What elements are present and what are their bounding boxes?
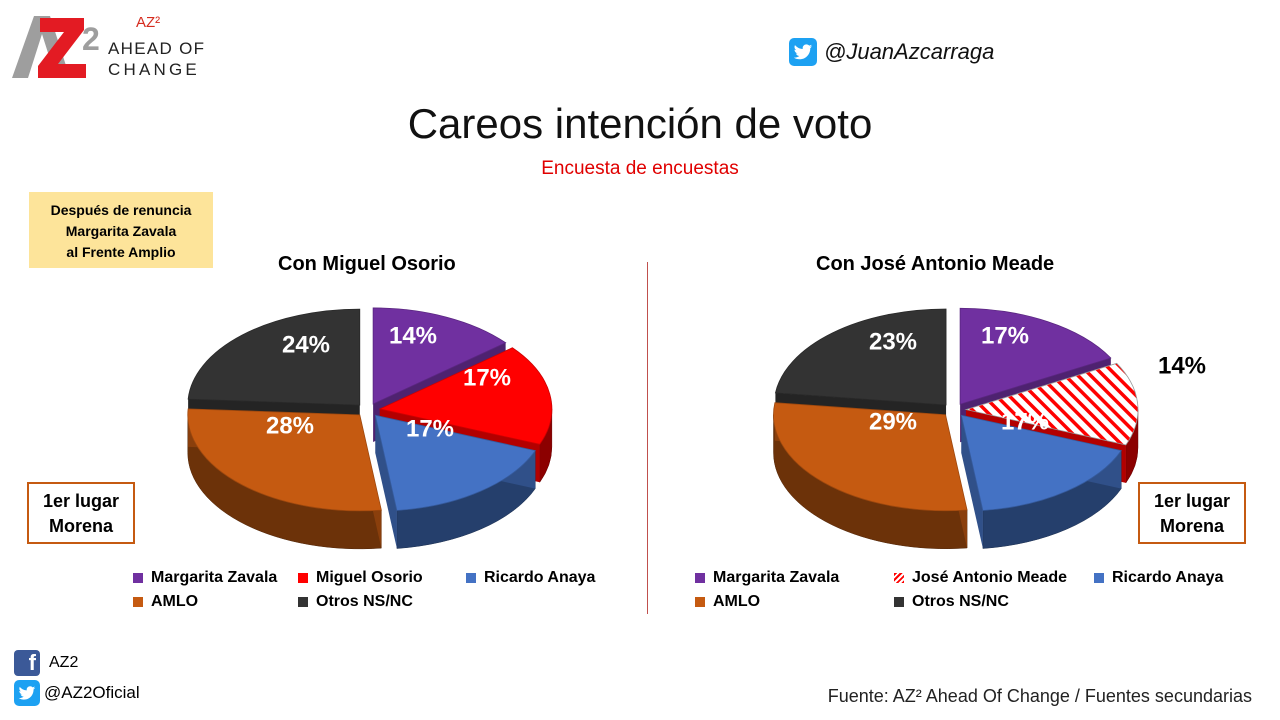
note-line: al Frente Amplio [66, 244, 176, 260]
legend-swatch [133, 573, 143, 583]
legend-label: AMLO [151, 593, 199, 610]
legend-swatch [298, 597, 308, 607]
pie-label-ricardo-anaya: 17% [406, 415, 454, 442]
chart-title-osorio: Con Miguel Osorio [278, 253, 456, 275]
pie-slice-margarita-zavala [959, 307, 1112, 405]
pie-slice-ricardo-anaya [374, 414, 536, 511]
note-line: Después de renuncia [50, 202, 192, 218]
pie-slice-jose-antonio-meade [964, 362, 1139, 446]
source-note: Fuente: AZ² Ahead Of Change / Fuentes se… [827, 686, 1252, 706]
legend-label: Otros NS/NC [912, 593, 1009, 610]
legend-item-ricardo-anaya: Ricardo Anaya [466, 569, 595, 587]
legend-swatch [466, 573, 476, 583]
legend-label: Ricardo Anaya [484, 569, 596, 586]
winner-line-2: Morena [1159, 516, 1224, 536]
az2-logo: 2 AZ² AHEAD OF CHANGE [12, 12, 212, 82]
facebook-icon: f [14, 650, 40, 676]
legend-label: Ricardo Anaya [1112, 569, 1224, 586]
pie-tops [773, 307, 1139, 512]
page-subtitle: Encuesta de encuestas [541, 158, 739, 179]
legend-label: Miguel Osorio [316, 569, 423, 586]
legend-item-margarita-zavala: Margarita Zavala [695, 569, 839, 587]
az2-logo-mark: 2 [12, 16, 100, 78]
logo-superscript: AZ² [136, 14, 161, 31]
pie-label-amlo: 29% [869, 408, 917, 435]
chart-divider [647, 262, 648, 614]
pie-slice-otros-ns-nc [187, 308, 361, 406]
pie-slice-wall [375, 415, 397, 549]
pie-chart-meade: 17% 14% 17% 29% 23% [773, 307, 1206, 549]
legend-item-otros-ns-nc: Otros NS/NC [298, 593, 413, 611]
pie-slice-wall [961, 415, 983, 549]
pie-slice-amlo [187, 408, 382, 512]
facebook-link[interactable]: f AZ2 [14, 650, 78, 676]
legend-item-jose-antonio-meade: José Antonio Meade [894, 569, 1067, 587]
page-title: Careos intención de voto [407, 100, 873, 147]
pie-slice-amlo [773, 402, 968, 512]
legend-label: Margarita Zavala [713, 569, 840, 586]
pie-tops [187, 307, 553, 512]
legend-label: José Antonio Meade [912, 569, 1067, 586]
pie-label-miguel-osorio: 17% [463, 364, 511, 391]
legend-swatch [695, 597, 705, 607]
winner-box-left: 1er lugar Morena [27, 482, 135, 544]
pie-label-jose-antonio-meade: 14% [1158, 352, 1206, 379]
logo-line-2: CHANGE [108, 60, 200, 79]
twitter-icon [789, 38, 817, 66]
pie-chart-osorio: 14% 17% 17% 28% 24% [187, 307, 553, 550]
twitter-handle-text: @JuanAzcarraga [824, 39, 995, 64]
twitter-link-bottom[interactable]: @AZ2Oficial [14, 680, 140, 706]
winner-line-1: 1er lugar [42, 491, 120, 511]
pie-label-otros-ns-nc: 24% [282, 331, 330, 358]
pie-label-otros-ns-nc: 23% [869, 328, 917, 355]
pie-slice-margarita-zavala [372, 307, 507, 405]
legend-item-miguel-osorio: Miguel Osorio [298, 569, 423, 587]
pie-label-amlo: 28% [266, 412, 314, 439]
pie-slice-miguel-osorio [378, 347, 553, 445]
pie-slice-ricardo-anaya [960, 414, 1122, 511]
winner-line-2: Morena [48, 516, 113, 536]
legend-label: AMLO [713, 593, 761, 610]
legend-swatch [298, 573, 308, 583]
legend-label: Otros NS/NC [316, 593, 413, 610]
legend-swatch [695, 573, 705, 583]
legend-item-otros-ns-nc: Otros NS/NC [894, 593, 1009, 611]
legend-swatch [894, 597, 904, 607]
winner-box-right: 1er lugar Morena [1138, 482, 1246, 544]
legend-swatch [1094, 573, 1104, 583]
legend-item-amlo: AMLO [133, 593, 198, 611]
legend-item-amlo: AMLO [695, 593, 760, 611]
legend-swatch [894, 573, 904, 583]
legend-item-margarita-zavala: Margarita Zavala [133, 569, 277, 587]
svg-text:2: 2 [82, 21, 100, 57]
pie-slice-otros-ns-nc [774, 308, 947, 406]
pie-label-ricardo-anaya: 17% [1001, 408, 1049, 435]
twitter-icon [14, 680, 40, 706]
pie-label-margarita-zavala: 17% [981, 322, 1029, 349]
legend-label: Margarita Zavala [151, 569, 278, 586]
note-line: Margarita Zavala [65, 223, 177, 239]
twitter-handle-bottom: @AZ2Oficial [44, 683, 140, 702]
winner-line-1: 1er lugar [1153, 491, 1231, 511]
chart-title-meade: Con José Antonio Meade [816, 253, 1055, 275]
logo-line-1: AHEAD OF [108, 39, 206, 58]
twitter-handle-top[interactable]: @JuanAzcarraga [789, 36, 994, 68]
context-note: Después de renuncia Margarita Zavala al … [29, 192, 213, 268]
legend-swatch [133, 597, 143, 607]
facebook-label: AZ2 [49, 654, 79, 671]
legend-item-ricardo-anaya: Ricardo Anaya [1094, 569, 1223, 587]
pie-label-margarita-zavala: 14% [389, 322, 437, 349]
